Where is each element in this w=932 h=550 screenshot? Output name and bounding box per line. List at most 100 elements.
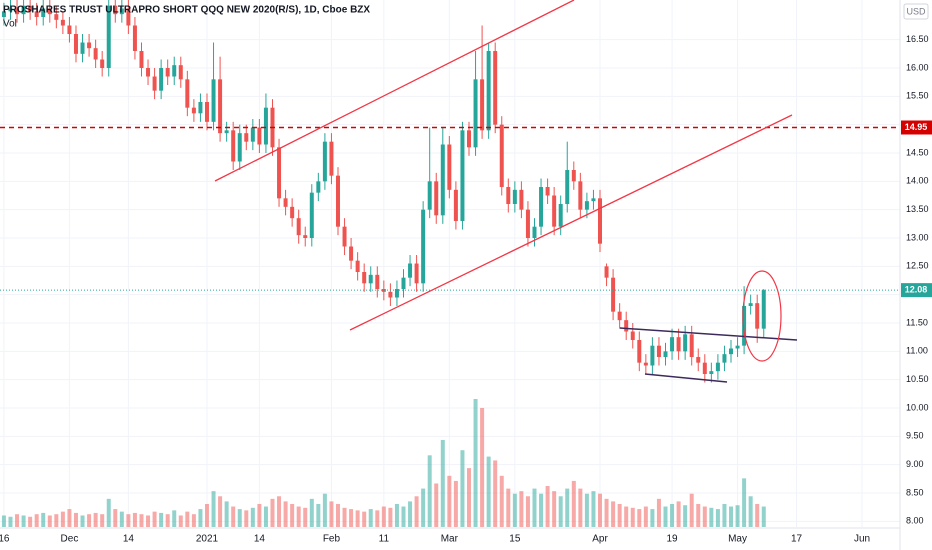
volume-bar xyxy=(539,493,544,527)
candle-body xyxy=(28,5,33,12)
candle-body xyxy=(722,354,727,363)
volume-bar xyxy=(401,506,406,527)
volume-bar xyxy=(257,503,262,527)
trend-line xyxy=(214,0,575,182)
volume-bar xyxy=(329,501,334,527)
candle-body xyxy=(401,277,406,289)
volume-bar xyxy=(152,511,157,527)
trend-line xyxy=(619,327,798,341)
volume-bar xyxy=(388,507,393,527)
trend-line xyxy=(644,373,728,383)
candle-body xyxy=(571,170,576,182)
plot xyxy=(0,0,900,527)
volume-bar xyxy=(670,503,675,527)
volume-bar xyxy=(729,506,734,527)
volume-bar xyxy=(473,399,478,527)
volume-bar xyxy=(126,514,131,527)
volume-bar xyxy=(460,450,465,527)
y-tick-label: 15.50 xyxy=(906,91,929,101)
candle-body xyxy=(525,209,530,238)
candle-body xyxy=(277,147,282,199)
candle-body xyxy=(460,130,465,221)
volume-bar xyxy=(185,511,190,527)
candle-body xyxy=(335,175,340,227)
volume-bar xyxy=(519,491,524,527)
candle-body xyxy=(630,331,635,340)
x-tick-label: May xyxy=(728,534,747,545)
candle-body xyxy=(231,130,236,162)
volume-bar xyxy=(250,507,255,527)
candle-body xyxy=(113,5,118,15)
y-tick-label: 10.00 xyxy=(906,402,929,412)
volume-bar xyxy=(132,512,137,527)
volume-bar xyxy=(309,498,314,527)
y-tick-label: 9.50 xyxy=(906,431,924,441)
candle-body xyxy=(466,130,471,148)
volume-bar xyxy=(87,514,92,527)
volume-bar xyxy=(650,509,655,527)
candle-body xyxy=(172,65,177,77)
level-label-box xyxy=(901,120,932,135)
candle-body xyxy=(73,34,78,54)
volume-bar xyxy=(709,507,714,527)
candle-body xyxy=(237,133,242,162)
candle-body xyxy=(362,272,367,284)
candle-body xyxy=(381,289,386,292)
volume-bar xyxy=(303,507,308,527)
candle-body xyxy=(519,189,524,210)
candle-body xyxy=(34,11,39,17)
candle-body xyxy=(414,263,419,284)
volume-bar xyxy=(106,498,111,527)
y-tick-label: 16.50 xyxy=(906,34,929,44)
candle-body xyxy=(512,189,517,204)
volume-bar xyxy=(702,506,707,527)
volume-bar xyxy=(735,505,740,527)
y-tick-label: 12.50 xyxy=(906,261,929,271)
currency: USD xyxy=(906,6,926,16)
volume-bar xyxy=(244,510,249,527)
volume-bar xyxy=(598,493,602,527)
candle-body xyxy=(47,8,52,15)
candle-body xyxy=(486,51,491,131)
candle-body xyxy=(440,144,445,216)
y-tick-label: 8.50 xyxy=(906,487,924,497)
candle-body xyxy=(368,274,373,284)
candle-body xyxy=(453,189,458,221)
volume-bar xyxy=(427,455,432,527)
candle-body xyxy=(329,141,334,176)
candle-body xyxy=(578,181,583,210)
candle-body xyxy=(106,5,111,68)
volume-bar xyxy=(47,515,52,527)
candle-body xyxy=(54,14,59,20)
y-tick-label: 11.50 xyxy=(906,317,928,327)
x-tick-label: 11 xyxy=(379,534,390,545)
volume-bar xyxy=(683,505,688,527)
candle-body xyxy=(637,340,642,363)
candle-body xyxy=(663,351,668,357)
volume-bar xyxy=(224,501,229,527)
candle-body xyxy=(611,277,616,312)
volume-bar xyxy=(165,514,170,527)
volume-bar xyxy=(571,480,576,527)
candle-body xyxy=(342,226,347,247)
candle-body xyxy=(218,79,223,134)
candle-body xyxy=(204,102,209,122)
x-tick-label: Apr xyxy=(592,534,608,545)
trend-line xyxy=(349,114,793,331)
volume-bar xyxy=(191,514,196,527)
candle-body xyxy=(250,127,255,142)
volume-bar xyxy=(637,509,642,527)
candle-body xyxy=(322,141,327,182)
volume-bar xyxy=(93,512,98,527)
price-axis xyxy=(900,0,932,550)
candle-body xyxy=(375,274,380,289)
volume-bar xyxy=(178,515,183,527)
volume-bar xyxy=(434,483,439,527)
volume-bar xyxy=(532,488,537,527)
volume-bar xyxy=(73,512,78,527)
volume-bar xyxy=(375,510,380,527)
candle-body xyxy=(696,357,701,363)
volume-bar xyxy=(506,488,511,527)
candle-body xyxy=(558,204,563,227)
candle-body xyxy=(643,362,648,366)
